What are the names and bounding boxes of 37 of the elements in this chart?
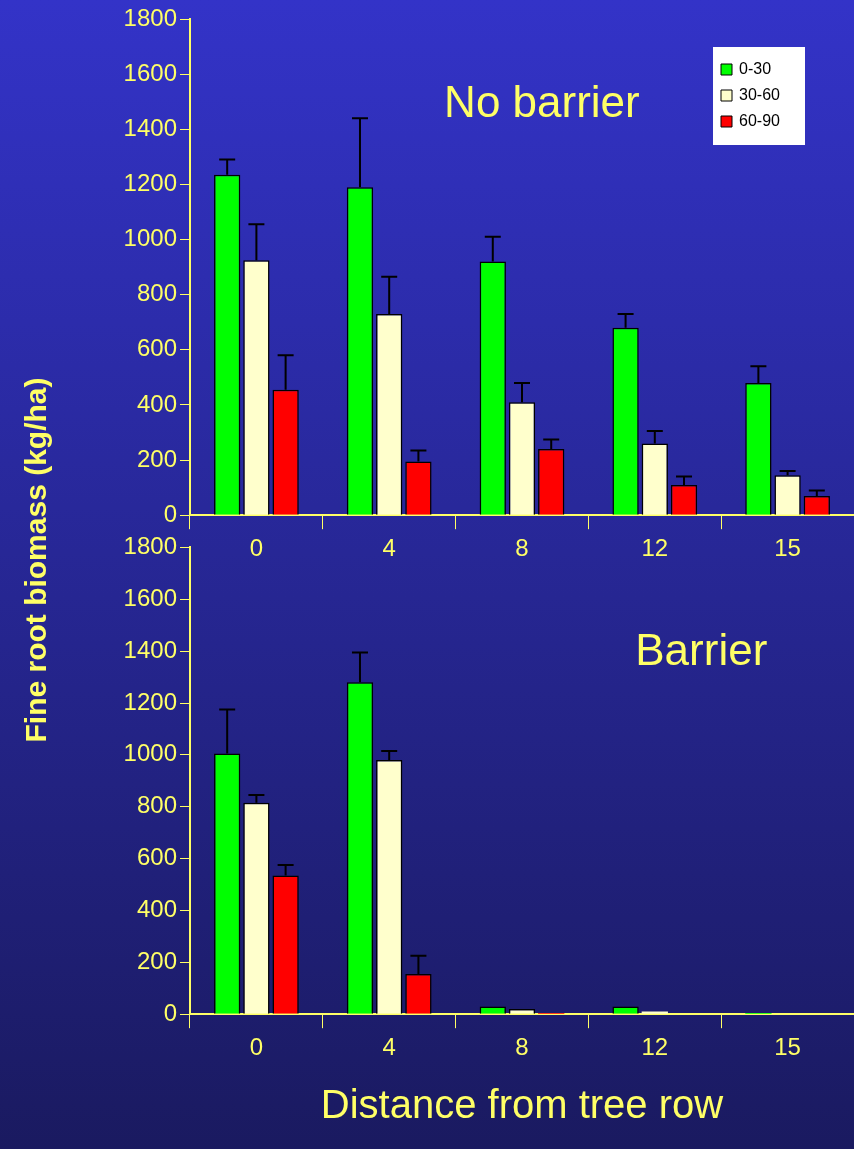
x-tick-label: 0 xyxy=(249,534,264,562)
y-tick-label: 800 xyxy=(136,279,177,307)
y-tick-label: 600 xyxy=(136,843,177,871)
y-axis-title: Fine root biomass (kg/ha) xyxy=(19,377,53,743)
x-tick-label: 4 xyxy=(382,1033,396,1061)
y-tick-label: 1200 xyxy=(123,169,177,197)
x-tick-label: 4 xyxy=(382,534,396,562)
y-tick-label: 0 xyxy=(163,499,177,527)
y-tick-label: 400 xyxy=(136,895,177,923)
text: Barrier xyxy=(635,624,768,674)
x-tick-label: 15 xyxy=(774,534,801,562)
y-tick-label: 800 xyxy=(136,791,177,819)
y-tick-label: 1400 xyxy=(123,113,177,141)
x-axis-title: Distance from tree row xyxy=(320,1082,724,1127)
legend-label: 60-90 xyxy=(739,112,781,130)
y-tick-label: 1600 xyxy=(123,58,177,86)
x-tick-label: 15 xyxy=(774,1033,801,1061)
y-tick-label: 200 xyxy=(136,444,177,472)
y-tick-label: 1400 xyxy=(123,635,177,663)
x-tick-label: 12 xyxy=(641,1033,669,1061)
y-tick-label: 200 xyxy=(136,946,177,974)
y-tick-label: 1800 xyxy=(123,3,177,31)
x-tick-label: 0 xyxy=(249,1033,264,1061)
y-tick-label: 600 xyxy=(136,334,177,362)
text: No barrier xyxy=(444,77,640,127)
y-tick-label: 1200 xyxy=(123,687,177,715)
y-tick-label: 1800 xyxy=(123,532,177,560)
legend-label: 0-30 xyxy=(739,60,772,78)
y-tick-label: 0 xyxy=(163,998,177,1026)
y-tick-label: 1600 xyxy=(123,583,177,611)
y-tick-label: 1000 xyxy=(123,739,177,767)
legend-label: 30-60 xyxy=(739,86,781,104)
x-tick-label: 8 xyxy=(515,1033,529,1061)
x-tick-label: 8 xyxy=(515,534,529,562)
y-tick-label: 400 xyxy=(136,389,177,417)
x-tick-label: 12 xyxy=(641,534,669,562)
y-tick-label: 1000 xyxy=(123,224,177,252)
